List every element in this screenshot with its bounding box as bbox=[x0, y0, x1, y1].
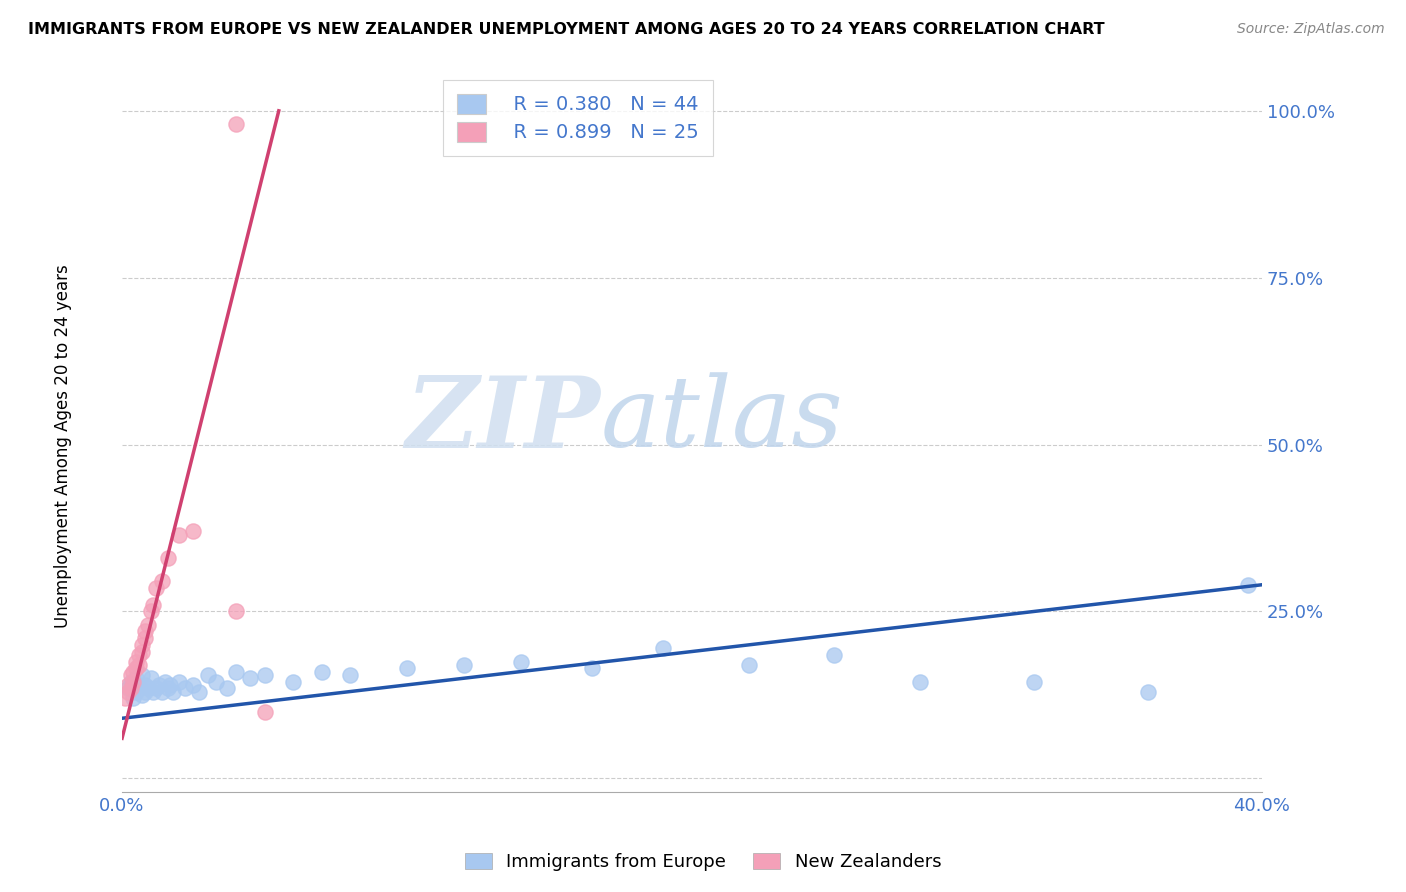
Point bbox=[145, 581, 167, 595]
Point bbox=[134, 678, 156, 692]
Point bbox=[122, 691, 145, 706]
Text: Source: ZipAtlas.com: Source: ZipAtlas.com bbox=[1237, 22, 1385, 37]
Point bbox=[128, 678, 150, 692]
Point bbox=[139, 671, 162, 685]
Point bbox=[128, 648, 150, 662]
Point bbox=[311, 665, 333, 679]
Point bbox=[122, 665, 145, 679]
Legend:   R = 0.380   N = 44,   R = 0.899   N = 25: R = 0.380 N = 44, R = 0.899 N = 25 bbox=[443, 80, 713, 156]
Point bbox=[122, 674, 145, 689]
Point bbox=[131, 644, 153, 658]
Point bbox=[395, 661, 418, 675]
Point bbox=[128, 657, 150, 672]
Point bbox=[156, 551, 179, 566]
Point bbox=[125, 671, 148, 685]
Point bbox=[253, 668, 276, 682]
Point bbox=[150, 574, 173, 589]
Point bbox=[125, 661, 148, 675]
Point bbox=[225, 604, 247, 618]
Point bbox=[167, 674, 190, 689]
Point bbox=[281, 674, 304, 689]
Point bbox=[188, 684, 211, 698]
Point bbox=[205, 674, 228, 689]
Point bbox=[131, 668, 153, 682]
Point bbox=[139, 604, 162, 618]
Point bbox=[339, 668, 361, 682]
Point bbox=[217, 681, 239, 696]
Point bbox=[167, 527, 190, 541]
Point bbox=[253, 705, 276, 719]
Point bbox=[510, 655, 533, 669]
Point bbox=[153, 674, 176, 689]
Legend: Immigrants from Europe, New Zealanders: Immigrants from Europe, New Zealanders bbox=[457, 846, 949, 879]
Point bbox=[1022, 674, 1045, 689]
Point bbox=[159, 678, 181, 692]
Point bbox=[117, 684, 139, 698]
Point bbox=[652, 641, 675, 656]
Point bbox=[120, 668, 142, 682]
Point bbox=[120, 674, 142, 689]
Point bbox=[136, 617, 159, 632]
Point bbox=[1136, 684, 1159, 698]
Point bbox=[156, 681, 179, 696]
Point bbox=[131, 688, 153, 702]
Point bbox=[117, 678, 139, 692]
Point bbox=[117, 681, 139, 696]
Text: ZIP: ZIP bbox=[406, 372, 600, 468]
Point bbox=[125, 655, 148, 669]
Point bbox=[173, 681, 195, 696]
Point bbox=[1236, 578, 1258, 592]
Point bbox=[145, 681, 167, 696]
Point bbox=[134, 631, 156, 645]
Point bbox=[225, 117, 247, 131]
Point bbox=[581, 661, 603, 675]
Point bbox=[125, 684, 148, 698]
Point bbox=[453, 657, 475, 672]
Point bbox=[239, 671, 262, 685]
Point bbox=[162, 684, 184, 698]
Point bbox=[197, 668, 219, 682]
Point bbox=[120, 681, 142, 696]
Point bbox=[908, 674, 931, 689]
Text: IMMIGRANTS FROM EUROPE VS NEW ZEALANDER UNEMPLOYMENT AMONG AGES 20 TO 24 YEARS C: IMMIGRANTS FROM EUROPE VS NEW ZEALANDER … bbox=[28, 22, 1105, 37]
Point bbox=[142, 684, 165, 698]
Point bbox=[114, 691, 136, 706]
Point bbox=[148, 678, 170, 692]
Text: atlas: atlas bbox=[600, 373, 844, 468]
Point bbox=[136, 681, 159, 696]
Point bbox=[823, 648, 845, 662]
Point bbox=[134, 684, 156, 698]
Point bbox=[181, 678, 204, 692]
Point bbox=[225, 665, 247, 679]
Text: Unemployment Among Ages 20 to 24 years: Unemployment Among Ages 20 to 24 years bbox=[55, 264, 72, 628]
Point bbox=[134, 624, 156, 639]
Point bbox=[181, 524, 204, 539]
Point bbox=[738, 657, 761, 672]
Point bbox=[142, 598, 165, 612]
Point bbox=[131, 638, 153, 652]
Point bbox=[150, 684, 173, 698]
